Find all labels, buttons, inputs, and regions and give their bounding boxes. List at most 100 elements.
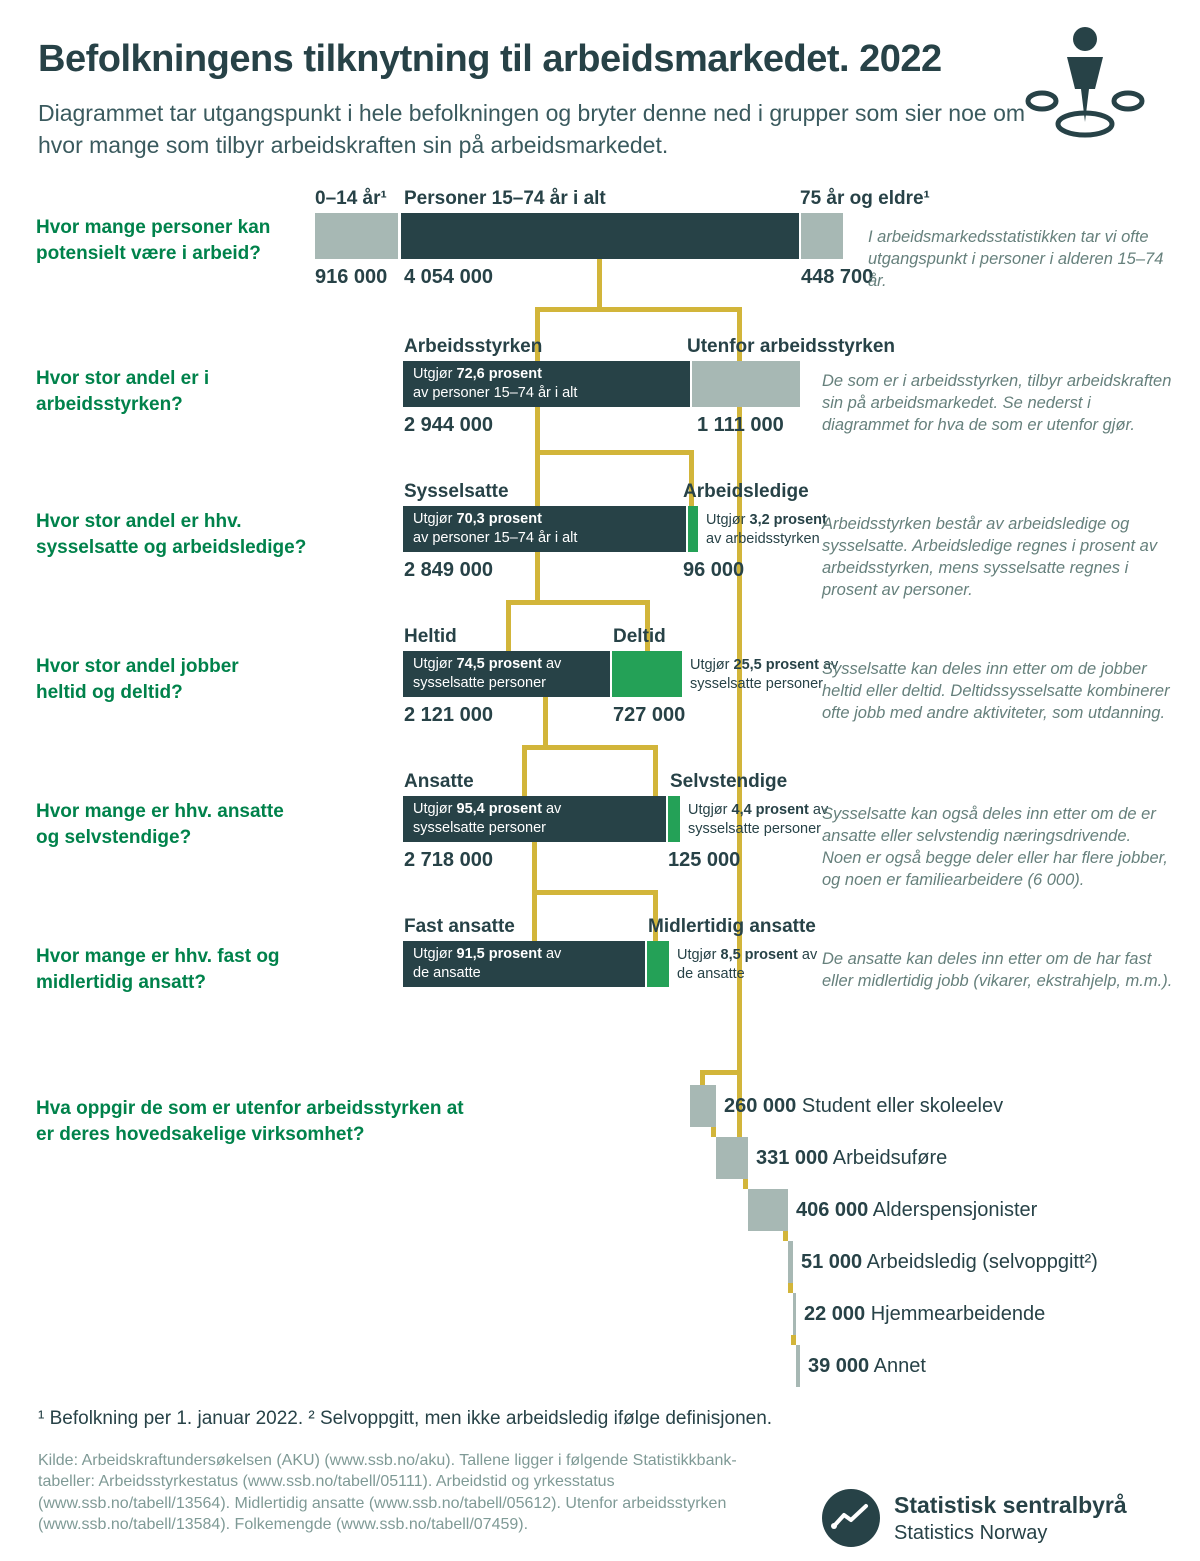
connector-line: [535, 450, 540, 506]
connector-line: [522, 745, 527, 796]
connector-line: [543, 697, 548, 745]
connector-line: [535, 407, 540, 450]
note-employment-type: Sysselsatte kan også deles inn etter om …: [822, 805, 1168, 890]
connector-line: [506, 600, 650, 605]
label-age-75-plus: 75 år og eldre¹: [800, 188, 930, 209]
connector-line: [700, 1070, 705, 1085]
bar-arbeidsledig-selvoppgitt: [788, 1241, 793, 1283]
connector-line: [689, 450, 694, 506]
question-work-time: Hvor stor andel jobber heltid og deltid?: [36, 656, 239, 703]
ssb-logo: Statistisk sentralbyrå Statistics Norway: [822, 1489, 1127, 1547]
bar-alderspensjonister: [748, 1189, 788, 1231]
ssb-logo-name-en: Statistics Norway: [894, 1521, 1048, 1544]
connector-line: [535, 450, 694, 455]
question-employment-type: Hvor mange er hhv. ansatte og selvstendi…: [36, 801, 284, 848]
connector-line: [743, 1179, 748, 1189]
label-arbeidsstyrken: Arbeidsstyrken: [404, 336, 543, 357]
ssb-logo-name-no: Statistisk sentralbyrå: [894, 1491, 1127, 1518]
value-deltid: 727 000: [613, 704, 686, 726]
connector-line: [535, 307, 742, 312]
connector-line: [700, 1070, 742, 1075]
bar-age-15-74: [401, 213, 799, 259]
ssb-logo-icon: [822, 1489, 880, 1547]
connector-line: [788, 1283, 793, 1293]
connector-line: [783, 1231, 788, 1241]
bar-arbeidsstyrken: Utgjør 72,6 prosent av personer 15–74 år…: [403, 361, 690, 407]
label-age-15-74: Personer 15–74 år i alt: [404, 188, 606, 209]
label-selvstendige: Selvstendige: [670, 771, 788, 792]
connector-line: [506, 600, 511, 651]
bar-sysselsatte: Utgjør 70,3 prosent av personer 15–74 år…: [403, 506, 686, 552]
bar-ansatte-text: Utgjør 95,4 prosent av sysselsatte perso…: [413, 801, 562, 837]
bar-deltid: [612, 651, 682, 697]
label-deltid: Deltid: [613, 626, 666, 647]
bar-hjemmearbeidende: [793, 1293, 796, 1335]
footnote-text: ¹ Befolkning per 1. januar 2022. ² Selvo…: [38, 1408, 773, 1429]
value-ansatte: 2 718 000: [404, 849, 493, 871]
arbeidsledige-percent-text: Utgjør 3,2 prosent av arbeidsstyrken: [706, 512, 827, 548]
item-arbeidsledig-selvoppgitt: 51 000 Arbeidsledig (selvoppgitt²): [801, 1251, 1098, 1273]
label-midlertidig-ansatte: Midlertidig ansatte: [648, 916, 816, 937]
label-fast-ansatte: Fast ansatte: [404, 916, 515, 937]
source-text: Kilde: Arbeidskraftundersøkelsen (AKU) (…: [38, 1452, 737, 1533]
connector-line: [532, 890, 658, 895]
connector-line: [711, 1127, 716, 1137]
population-person-icon: [1025, 27, 1145, 138]
question-labor-force: Hvor stor andel er i arbeidsstyrken?: [36, 368, 210, 415]
bar-arbeidsufore: [716, 1137, 748, 1179]
value-arbeidsstyrken: 2 944 000: [404, 414, 493, 436]
question-potential-workers: Hvor mange personer kan potensielt være …: [36, 217, 271, 264]
label-sysselsatte: Sysselsatte: [404, 481, 509, 502]
bar-selvstendige: [668, 796, 680, 842]
connector-line: [535, 307, 540, 361]
question-contract-type: Hvor mange er hhv. fast og midlertidig a…: [36, 946, 280, 993]
bar-student: [690, 1085, 716, 1127]
bar-midlertidig-ansatte: [647, 941, 669, 987]
value-age-15-74: 4 054 000: [404, 266, 493, 288]
note-employment-status: Arbeidsstyrken består av arbeidsledige o…: [822, 515, 1158, 600]
value-sysselsatte: 2 849 000: [404, 559, 493, 581]
bar-fast-ansatte: Utgjør 91,5 prosent av de ansatte: [403, 941, 645, 987]
value-age-75-plus: 448 700: [801, 266, 874, 288]
bar-arbeidsstyrken-text: Utgjør 72,6 prosent av personer 15–74 år…: [413, 366, 578, 402]
selvstendige-percent-text: Utgjør 4,4 prosent av sysselsatte person…: [688, 802, 829, 838]
note-population: I arbeidsmarkedsstatistikken tar vi ofte…: [868, 228, 1164, 291]
note-work-time: Sysselsatte kan deles inn etter om de jo…: [822, 660, 1170, 723]
bar-heltid: Utgjør 74,5 prosent av sysselsatte perso…: [403, 651, 610, 697]
connector-line: [532, 890, 537, 941]
note-contract-type: De ansatte kan deles inn etter om de har…: [822, 950, 1173, 991]
bar-heltid-text: Utgjør 74,5 prosent av sysselsatte perso…: [413, 656, 562, 692]
value-age-0-14: 916 000: [315, 266, 388, 288]
connector-line: [653, 745, 658, 796]
connector-line: [645, 600, 650, 651]
connector-line-outside: [737, 407, 742, 1137]
item-annet: 39 000 Annet: [808, 1355, 926, 1377]
value-arbeidsledige: 96 000: [683, 559, 745, 581]
value-utenfor-arbeidsstyrken: 1 111 000: [697, 414, 784, 436]
value-selvstendige: 125 000: [668, 849, 741, 871]
label-ansatte: Ansatte: [404, 771, 474, 792]
item-alderspensjonister: 406 000 Alderspensjonister: [796, 1199, 1038, 1221]
bar-arbeidsledige: [688, 506, 698, 552]
item-hjemmearbeidende: 22 000 Hjemmearbeidende: [804, 1303, 1046, 1325]
deltid-percent-text: Utgjør 25,5 prosent av sysselsatte perso…: [690, 657, 839, 693]
bar-utenfor-arbeidsstyrken: [692, 361, 800, 407]
bar-sysselsatte-text: Utgjør 70,3 prosent av personer 15–74 år…: [413, 511, 578, 547]
bar-ansatte: Utgjør 95,4 prosent av sysselsatte perso…: [403, 796, 666, 842]
note-labor-force: De som er i arbeidsstyrken, tilbyr arbei…: [822, 372, 1172, 435]
bar-age-0-14: [315, 213, 398, 259]
connector-line: [522, 745, 658, 750]
midlertidig-percent-text: Utgjør 8,5 prosent av de ansatte: [677, 947, 818, 983]
connector-line: [791, 1335, 796, 1345]
connector-line: [535, 552, 540, 600]
bar-annet: [796, 1345, 800, 1387]
page-title: Befolkningens tilknytning til arbeidsmar…: [38, 38, 942, 80]
connector-line: [532, 842, 537, 890]
connector-line: [737, 307, 742, 361]
label-heltid: Heltid: [404, 626, 457, 647]
question-employment-status: Hvor stor andel er hhv. sysselsatte og a…: [36, 511, 307, 558]
value-heltid: 2 121 000: [404, 704, 493, 726]
label-age-0-14: 0–14 år¹: [315, 188, 387, 209]
label-arbeidsledige: Arbeidsledige: [683, 481, 809, 502]
